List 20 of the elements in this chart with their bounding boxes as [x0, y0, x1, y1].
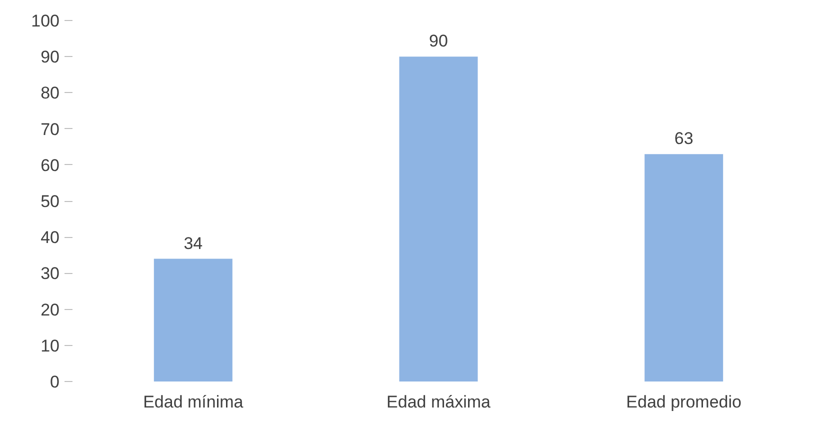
y-tick-label: 20: [40, 300, 60, 320]
x-tick-label: Edad promedio: [626, 392, 742, 412]
y-tick-label: 10: [40, 336, 60, 356]
data-label: 63: [674, 129, 694, 148]
y-tick-label: 40: [40, 228, 60, 248]
y-tick-label: 50: [40, 192, 60, 211]
bar: [644, 154, 724, 382]
y-tick-label: 80: [40, 84, 60, 103]
data-label: 90: [429, 32, 448, 51]
y-tick-label: 30: [40, 264, 60, 284]
y-tick-label: 60: [40, 156, 60, 175]
bar: [399, 56, 478, 382]
bar: [154, 258, 232, 382]
x-tick-label: Edad mínima: [143, 392, 244, 412]
y-tick-label: 100: [31, 12, 60, 30]
y-tick-label: 90: [40, 48, 60, 67]
data-label: 34: [184, 234, 203, 253]
y-tick-label: 70: [40, 120, 60, 139]
x-tick-label: Edad máxima: [386, 392, 492, 412]
y-tick-label: 0: [50, 372, 60, 392]
